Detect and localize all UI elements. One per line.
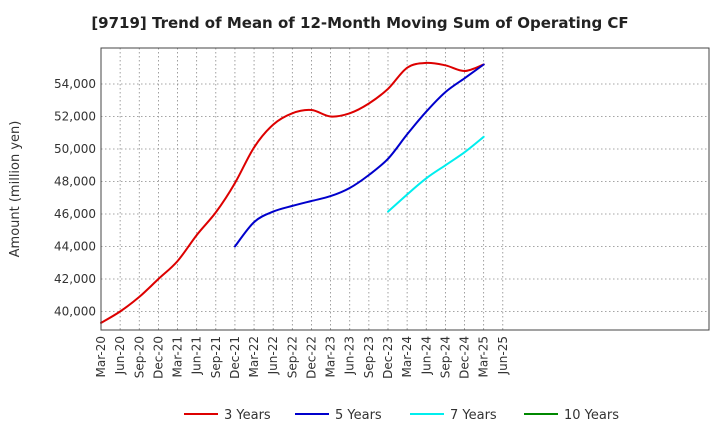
x-tick-label: Dec-20 [151,336,165,379]
y-tick-label: 48,000 [54,175,96,189]
y-tick-label: 44,000 [54,240,96,254]
x-tick-label: Jun-21 [190,336,204,375]
y-tick-label: 42,000 [54,272,96,286]
x-tick-label: Sep-20 [132,336,146,378]
y-tick-label: 50,000 [54,142,96,156]
y-tick-label: 52,000 [54,110,96,124]
y-axis-label: Amount (million yen) [8,121,23,258]
x-tick-label: Sep-24 [438,336,452,378]
x-tick-label: Jun-24 [419,336,433,375]
x-tick-label: Mar-25 [477,336,491,377]
x-tick-label: Sep-23 [362,336,376,378]
series-layer [100,61,485,324]
x-tick-label: Sep-22 [285,336,299,378]
series-line-3-years [100,61,485,324]
legend-label-10-years: 10 Years [564,408,619,423]
plot-area [101,48,709,330]
x-tick-label: Jun-23 [343,336,357,375]
x-tick-label: Jun-22 [266,336,280,375]
x-tick-label: Sep-21 [209,336,223,378]
y-tick-labels: 40,000 42,000 44,000 46,000 48,000 50,000 52,0… [54,77,96,319]
y-tick-label: 46,000 [54,207,96,221]
legend-label-7-years: 7 Years [450,408,497,423]
x-tick-label: Mar-20 [94,336,108,377]
x-tick-label: Mar-21 [171,336,185,377]
chart-title: [9719] Trend of Mean of 12-Month Moving … [91,14,628,32]
y-tick-label: 40,000 [54,305,96,319]
x-tick-label: Mar-24 [400,336,414,377]
x-tick-label: Dec-22 [304,336,318,379]
x-tick-label: Dec-23 [381,336,395,379]
legend: 3 Years 5 Years 7 Years 10 Years [184,408,619,423]
x-tick-label: Mar-22 [247,336,261,377]
x-tick-labels: Mar-20 Jun-20 Sep-20 Dec-20 Mar-21 Jun-21 Sep-… [94,336,510,379]
x-tick-label: Dec-24 [458,336,472,379]
x-tick-label: Dec-21 [228,336,242,379]
series-line-5-years [233,63,485,248]
legend-label-5-years: 5 Years [335,408,382,423]
grid-layer [101,48,709,330]
x-tick-label: Jun-20 [113,336,127,375]
x-tick-label: Mar-23 [324,336,338,377]
series-line-7-years [387,135,485,213]
y-tick-label: 54,000 [54,77,96,91]
legend-label-3-years: 3 Years [224,408,271,423]
x-tick-label: Jun-25 [496,336,510,375]
plot-border [100,47,710,331]
